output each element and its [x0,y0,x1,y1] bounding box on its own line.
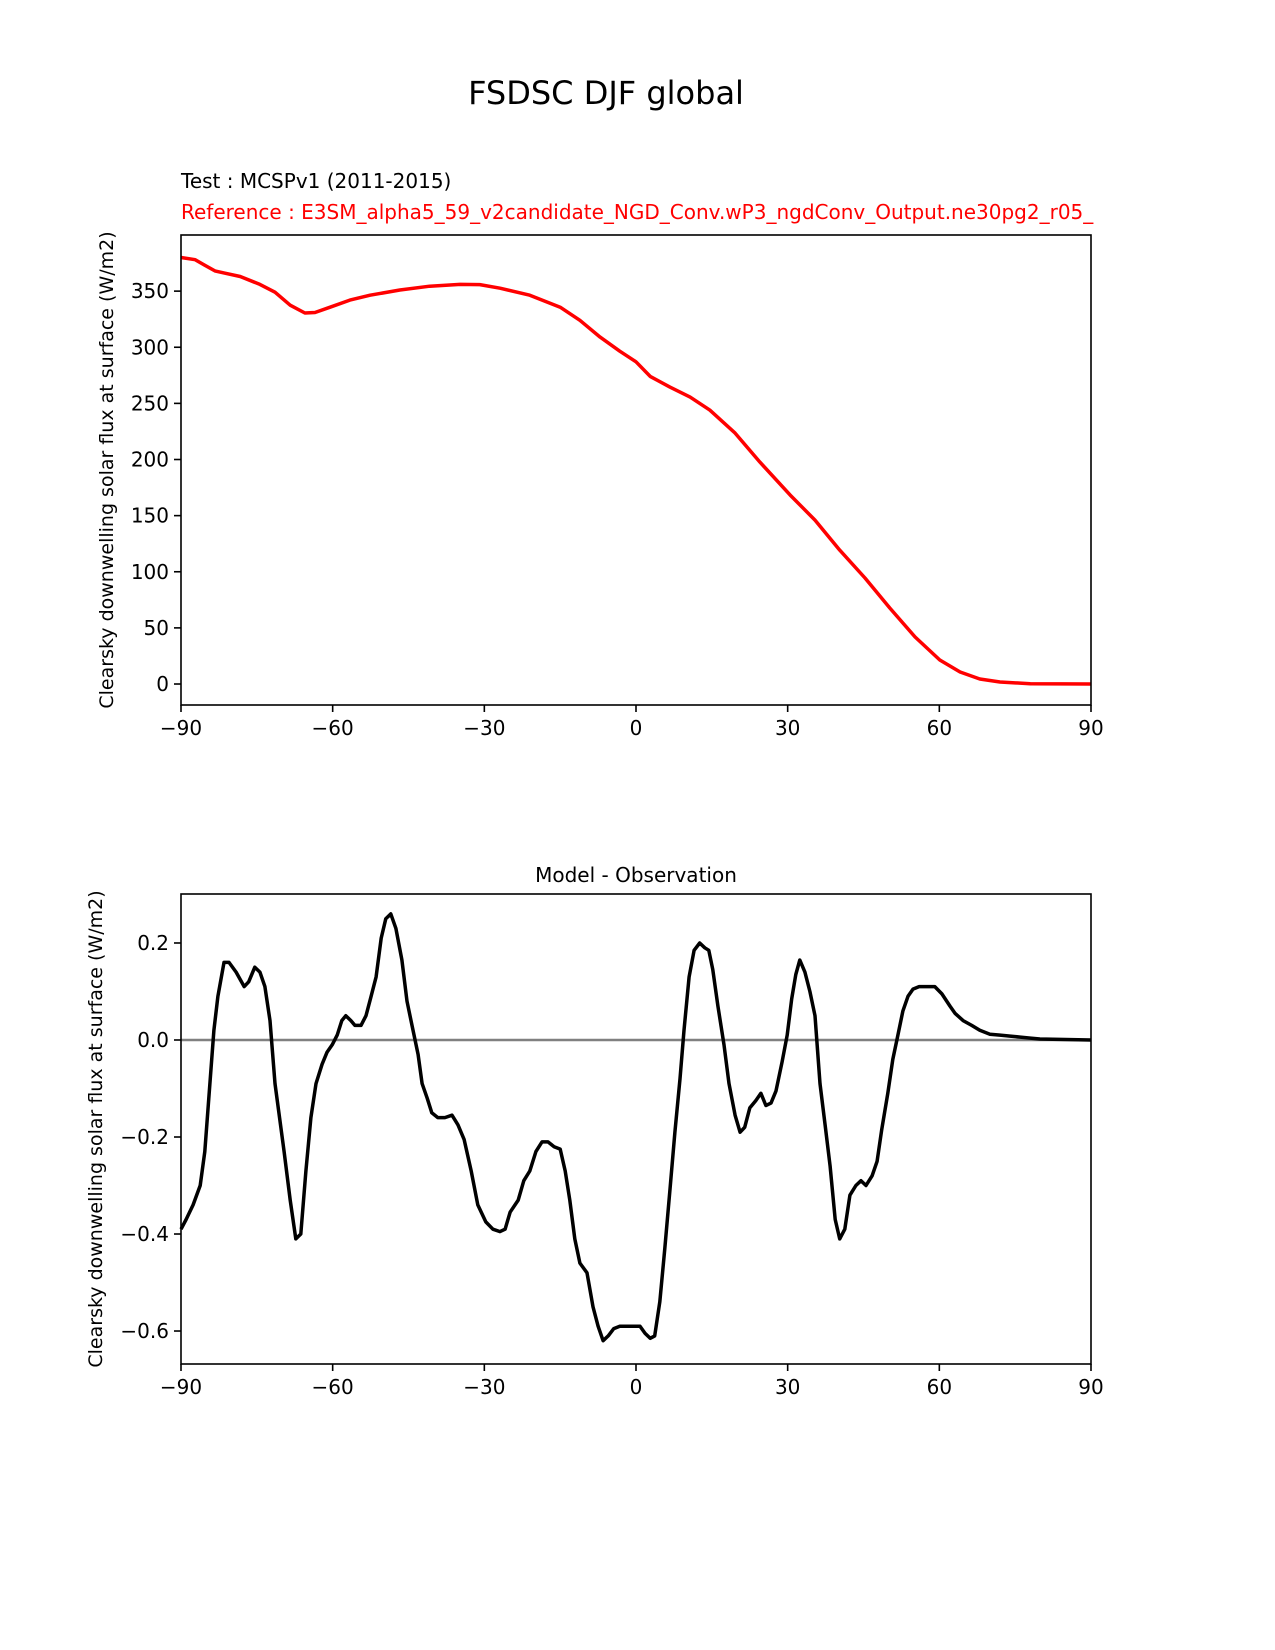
x-tick-label: 30 [775,716,800,740]
test-label: Test : MCSPv1 (2011-2015) [180,169,451,193]
bottom-axes: Model - Observation −90 −60 −30 0 30 60 90 −0.6 −… [85,863,1104,1399]
axes-title: Model - Observation [535,863,737,887]
y-tick-label: 350 [131,279,169,303]
x-tick-label: 60 [927,1375,952,1399]
axes-frame [180,234,1092,706]
y-tick-label: 200 [131,448,169,472]
x-tick-label: −60 [312,716,354,740]
series-line-0 [180,255,1092,686]
y-tick-label: 0.0 [137,1028,169,1052]
x-tick-label: −90 [160,716,202,740]
x-tick-label: 0 [630,716,643,740]
y-tick-label: −0.6 [120,1319,169,1343]
x-tick-label: 30 [775,1375,800,1399]
y-tick-label: 150 [131,504,169,528]
figure-title: FSDSC DJF global [468,74,744,112]
y-tick-label: 100 [131,560,169,584]
y-tick-label: 50 [144,616,169,640]
x-tick-label: 90 [1078,1375,1103,1399]
axes-frame [180,893,1092,1365]
y-axis-label: Clearsky downwelling solar flux at surfa… [85,890,107,1367]
y-axis-label: Clearsky downwelling solar flux at surfa… [96,231,118,708]
x-tick-label: −30 [463,1375,505,1399]
top-axes: −90 −60 −30 0 30 60 90 0 50 100 150 200 250 300 350 Cle… [96,231,1104,740]
y-tick-label: 0 [156,672,169,696]
x-tick-label: 90 [1078,716,1103,740]
reference-label: Reference : E3SM_alpha5_59_v2candidate_N… [181,200,1094,224]
x-tick-label: −60 [312,1375,354,1399]
x-tick-label: −90 [160,1375,202,1399]
series-line-0 [179,912,1092,1343]
y-tick-label: −0.2 [120,1125,169,1149]
x-tick-label: −30 [463,716,505,740]
x-tick-label: 60 [927,716,952,740]
y-tick-label: 0.2 [137,931,169,955]
x-tick-label: 0 [630,1375,643,1399]
y-tick-label: −0.4 [120,1222,169,1246]
y-tick-label: 300 [131,335,169,359]
y-tick-label: 250 [131,391,169,415]
